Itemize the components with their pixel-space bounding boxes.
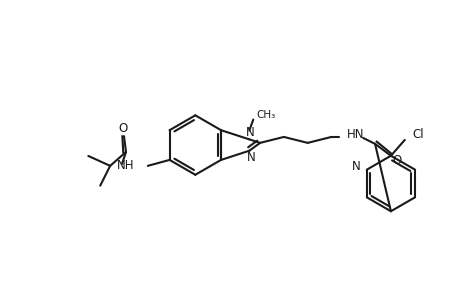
Text: O: O (118, 122, 127, 135)
Text: Cl: Cl (412, 128, 423, 142)
Text: O: O (392, 154, 401, 167)
Text: N: N (246, 126, 254, 139)
Text: NH: NH (116, 159, 134, 172)
Text: N: N (246, 151, 255, 164)
Text: N: N (352, 160, 360, 173)
Text: CH₃: CH₃ (256, 110, 275, 120)
Text: HN: HN (347, 128, 364, 142)
